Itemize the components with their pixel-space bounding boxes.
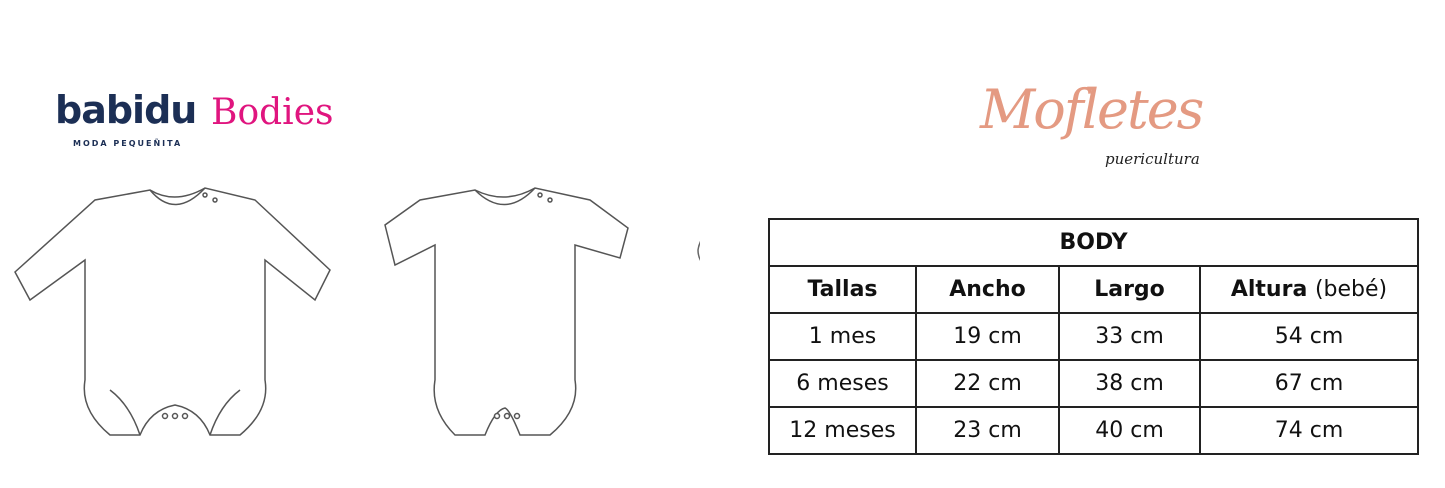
- drop-icon: [697, 240, 700, 261]
- cell: 54 cm: [1199, 312, 1419, 361]
- cell: 6 meses: [768, 359, 917, 408]
- cell: 22 cm: [915, 359, 1060, 408]
- babidu-tagline: MODA PEQUEÑITA: [73, 139, 183, 148]
- table-row: 12 meses 23 cm 40 cm 74 cm: [768, 406, 1419, 455]
- col-header-largo: Largo: [1058, 265, 1201, 314]
- size-table: BODY Tallas Ancho Largo Altura (bebé) 1 …: [768, 218, 1419, 455]
- cell: 23 cm: [915, 406, 1060, 455]
- mofletes-logo: Mofletes: [980, 78, 1204, 141]
- altura-suffix: (bebé): [1314, 277, 1388, 302]
- bodysuit-illustrations: [14, 187, 700, 436]
- table-header-row: Tallas Ancho Largo Altura (bebé): [768, 265, 1419, 314]
- table-title: BODY: [768, 218, 1419, 267]
- cell: 74 cm: [1199, 406, 1419, 455]
- table-row: 1 mes 19 cm 33 cm 54 cm: [768, 312, 1419, 361]
- cell: 12 meses: [768, 406, 917, 455]
- table-row: 6 meses 22 cm 38 cm 67 cm: [768, 359, 1419, 408]
- col-header-altura: Altura (bebé): [1199, 265, 1419, 314]
- mofletes-subtitle: puericultura: [1105, 150, 1200, 168]
- altura-label: Altura: [1230, 277, 1308, 302]
- product-title: Bodies: [211, 92, 334, 133]
- cell: 1 mes: [768, 312, 917, 361]
- long-sleeve-bodysuit-icon: [14, 187, 331, 436]
- babidu-logo: babidu: [55, 88, 197, 132]
- cell: 33 cm: [1058, 312, 1201, 361]
- cell: 40 cm: [1058, 406, 1201, 455]
- col-header-ancho: Ancho: [915, 265, 1060, 314]
- cell: 19 cm: [915, 312, 1060, 361]
- cell: 67 cm: [1199, 359, 1419, 408]
- short-sleeve-bodysuit-icon: [384, 187, 629, 436]
- cell: 38 cm: [1058, 359, 1201, 408]
- col-header-tallas: Tallas: [768, 265, 917, 314]
